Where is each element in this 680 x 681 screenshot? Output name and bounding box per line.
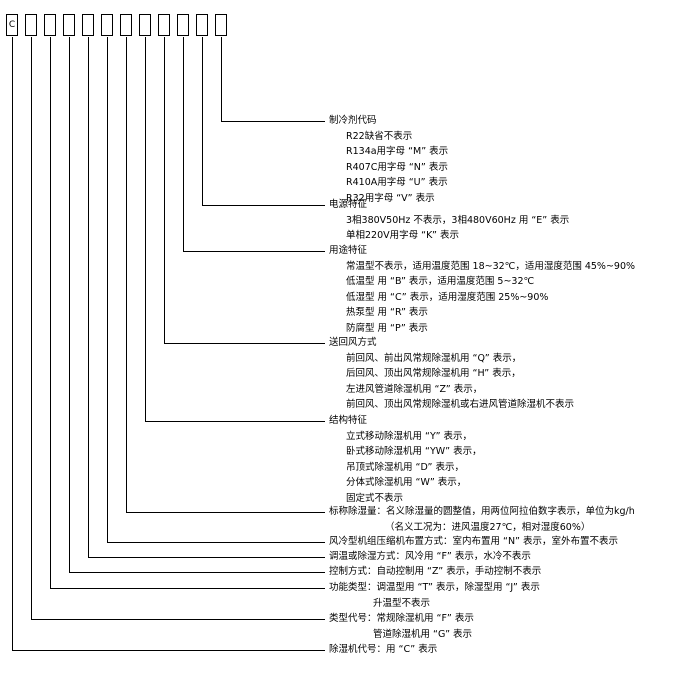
leader-line — [202, 37, 325, 206]
section-title: 类型代号：常规除湿机用 “F” 表示 — [329, 613, 474, 624]
leader-line — [126, 37, 325, 513]
leader-line — [12, 37, 325, 651]
leader-line — [31, 37, 325, 620]
section-detail: 卧式移动除湿机用 “YW” 表示， — [346, 446, 482, 458]
code-box — [25, 14, 37, 36]
section-title: 标称除湿量：名义除湿量的圆整值，用两位阿拉伯数字表示，单位为kg/h — [329, 506, 635, 517]
code-box — [44, 14, 56, 36]
leader-line — [88, 37, 325, 558]
section-detail: R22缺省不表示 — [346, 130, 413, 142]
section-detail: 3相380V50Hz 不表示，3相480V60Hz 用 “E” 表示 — [346, 214, 570, 226]
section-title: 用途特征 — [329, 245, 368, 256]
section-detail: R134a用字母 “M” 表示 — [346, 146, 449, 158]
section-detail: 管道除湿机用 “G” 表示 — [373, 628, 473, 640]
section-detail: 常温型不表示，适用温度范围 18~32℃，适用湿度范围 45%~90% — [346, 260, 636, 272]
code-box — [177, 14, 189, 36]
section-detail: 防腐型 用 “P” 表示 — [346, 323, 428, 334]
section-title: 调温或除湿方式：风冷用 “F” 表示，水冷不表示 — [329, 551, 531, 562]
section-title: 功能类型：调温型用 “T” 表示，除湿型用 “J” 表示 — [329, 582, 540, 593]
leader-line — [107, 37, 325, 543]
leader-line — [50, 37, 325, 589]
section-detail: 左进风管道除湿机用 “Z” 表示， — [346, 383, 483, 395]
code-box — [63, 14, 75, 36]
code-box — [139, 14, 151, 36]
section-title: 风冷型机组压缩机布置方式：室内布置用 “N” 表示，室外布置不表示 — [329, 536, 618, 547]
code-box — [82, 14, 94, 36]
section-detail: 吊顶式除湿机用 “D” 表示， — [346, 461, 464, 473]
section-detail: 低湿型 用 “C” 表示，适用湿度范围 25%~90% — [346, 291, 549, 303]
section-title: 制冷剂代码 — [329, 115, 377, 126]
leader-line — [69, 37, 325, 573]
section-title: 电源特征 — [329, 199, 368, 210]
section-detail: R32用字母 “V” 表示 — [346, 193, 435, 204]
section-title: 控制方式：自动控制用 “Z” 表示，手动控制不表示 — [329, 566, 542, 577]
section-title: 除湿机代号：用 “C” 表示 — [329, 644, 438, 655]
section-detail: R407C用字母 “N” 表示 — [346, 161, 448, 173]
leader-line — [183, 37, 325, 252]
section-detail: 立式移动除湿机用 “Y” 表示， — [346, 430, 473, 442]
leader-line — [145, 37, 325, 422]
section-detail: 后回风、顶出风常规除湿机用 “H” 表示， — [346, 368, 521, 380]
code-box: C — [6, 14, 18, 36]
code-box — [215, 14, 227, 36]
section-detail: 前回风、顶出风常规除湿机或右进风管道除湿机不表示 — [346, 399, 575, 411]
code-box — [120, 14, 132, 36]
code-box — [158, 14, 170, 36]
section-detail: 固定式不表示 — [346, 493, 404, 504]
code-box — [101, 14, 113, 36]
section-detail: 前回风、前出风常规除湿机用 “Q” 表示， — [346, 352, 522, 364]
section-detail: （名义工况为：进风温度27℃，相对湿度60%） — [385, 521, 591, 533]
section-detail: 单相220V用字母 “K” 表示 — [346, 230, 459, 242]
code-box — [196, 14, 208, 36]
section-detail: 低温型 用 “B” 表示，适用温度范围 5~32℃ — [346, 276, 535, 288]
leader-line — [164, 37, 325, 344]
section-title: 结构特征 — [329, 415, 368, 426]
section-detail: 热泵型 用 “R” 表示 — [346, 307, 428, 319]
leader-line — [221, 37, 325, 122]
section-detail: 升温型不表示 — [373, 597, 431, 609]
section-detail: R410A用字母 “U” 表示 — [346, 177, 448, 189]
section-detail: 分体式除湿机用 “W” 表示， — [346, 477, 467, 489]
section-title: 送回风方式 — [329, 337, 377, 348]
